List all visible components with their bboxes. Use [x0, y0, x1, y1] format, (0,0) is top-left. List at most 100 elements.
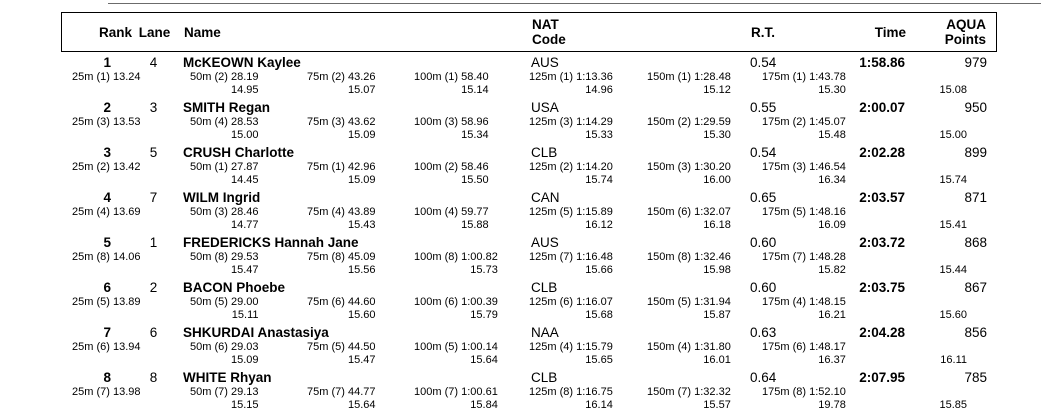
- split-time: 27.87: [230, 161, 259, 173]
- split-time: 1:48.15: [809, 296, 846, 308]
- split-100m: 100m (5) 1:00.14 15.64: [412, 341, 528, 367]
- split-segment: 15.87: [703, 309, 731, 321]
- reaction-time-cell: 0.65: [750, 190, 777, 205]
- split-125m: 125m (3) 1:14.29 15.33: [528, 116, 647, 142]
- swimmer-name: FREDERICKS Hannah Jane: [183, 235, 359, 250]
- split-place: (5): [96, 296, 110, 308]
- aqua-points-cell: 785: [964, 370, 987, 385]
- split-175m: 175m (8) 1:52.10 19.78: [762, 386, 880, 412]
- split-label: 25m: [72, 116, 94, 128]
- split-25m: 25m (7) 13.98: [61, 386, 178, 412]
- split-time: 13.24: [112, 71, 141, 83]
- split-segment: 15.00: [230, 129, 259, 141]
- split-time: 13.89: [112, 296, 141, 308]
- split-last-lap: 15.41: [880, 206, 997, 232]
- split-75m: 75m (2) 43.26 15.07: [295, 71, 412, 97]
- split-50m: 50m (1) 27.87 14.45: [178, 161, 295, 187]
- reaction-time-cell: 0.55: [750, 100, 777, 115]
- result-row: 1 4 McKEOWN Kaylee AUS 0.54 1:58.86 979 …: [61, 52, 997, 97]
- split-50m: 50m (2) 28.19 14.95: [178, 71, 295, 97]
- split-segment: 15.82: [818, 264, 846, 276]
- split-time: 1:52.10: [809, 386, 846, 398]
- split-time: 43.62: [347, 116, 376, 128]
- aqua-points-cell: 856: [964, 325, 987, 340]
- split-label: 25m: [72, 161, 94, 173]
- lane-cell: 7: [149, 190, 158, 205]
- split-time: 44.50: [347, 341, 376, 353]
- split-last-lap: 15.74: [880, 161, 997, 187]
- split-place: (1): [214, 161, 228, 173]
- split-place: (1): [444, 71, 459, 83]
- split-place: (8): [444, 251, 459, 263]
- split-segment: 15.64: [470, 354, 498, 366]
- split-segment: 15.14: [461, 84, 489, 96]
- split-place: (3): [214, 206, 228, 218]
- split-last-lap: 15.08: [880, 71, 997, 97]
- split-segment: 15.12: [703, 84, 731, 96]
- split-place: (7): [444, 386, 459, 398]
- split-100m: 100m (3) 58.96 15.34: [412, 116, 528, 142]
- swimmer-name: WHITE Rhyan: [183, 370, 272, 385]
- col-header-aqua-line2: Points: [944, 32, 986, 47]
- split-125m: 125m (2) 1:14.20 15.74: [528, 161, 647, 187]
- split-time: 1:14.20: [576, 161, 613, 173]
- split-segment: 15.64: [347, 399, 376, 411]
- split-label: 125m: [529, 341, 557, 353]
- split-time: 1:13.36: [576, 71, 613, 83]
- nat-code-cell: NAA: [531, 325, 559, 340]
- nat-code-cell: CLB: [531, 280, 558, 295]
- split-time: 58.46: [461, 161, 489, 173]
- split-place: (7): [331, 386, 345, 398]
- split-25m: 25m (5) 13.89: [61, 296, 178, 322]
- split-segment: 14.77: [230, 219, 259, 231]
- split-place: (3): [331, 116, 345, 128]
- lane-cell: 6: [149, 325, 158, 340]
- split-50m: 50m (5) 29.00 15.11: [178, 296, 295, 322]
- col-header-reaction-time: R.T.: [751, 24, 776, 40]
- split-time: 1:16.07: [576, 296, 613, 308]
- split-time: 28.46: [230, 206, 259, 218]
- split-175m: 175m (3) 1:46.54 16.34: [762, 161, 880, 187]
- split-time: 29.53: [230, 251, 259, 263]
- reaction-time-cell: 0.63: [750, 325, 777, 340]
- result-main-line: 6 2 BACON Phoebe CLB 0.60 2:03.75 867: [61, 280, 997, 296]
- final-time-cell: 2:03.72: [859, 235, 905, 250]
- split-label: 100m: [414, 296, 442, 308]
- split-75m: 75m (8) 45.09 15.56: [295, 251, 412, 277]
- split-last-lap: 15.85: [880, 386, 997, 412]
- split-place: (6): [331, 296, 345, 308]
- split-place: (2): [331, 71, 345, 83]
- split-100m: 100m (7) 1:00.61 15.84: [412, 386, 528, 412]
- split-time: 42.96: [347, 161, 376, 173]
- split-50m: 50m (7) 29.13 15.15: [178, 386, 295, 412]
- rank-cell: 1: [103, 55, 111, 70]
- split-75m: 75m (7) 44.77 15.64: [295, 386, 412, 412]
- split-place: (7): [96, 386, 110, 398]
- split-times-line: 25m (1) 13.24 50m (2) 28.19 14.95 75m (2)…: [61, 71, 997, 97]
- split-time: 1:31.94: [694, 296, 731, 308]
- split-segment: 15.09: [347, 174, 376, 186]
- split-segment: [72, 174, 141, 187]
- split-label: 50m: [190, 341, 212, 353]
- split-segment: 15.57: [703, 399, 731, 411]
- split-time: 59.77: [461, 206, 489, 218]
- split-time: 1:00.39: [461, 296, 498, 308]
- result-row: 7 6 SHKURDAI Anastasiya NAA 0.63 2:04.28…: [61, 322, 997, 367]
- split-label: 100m: [414, 341, 442, 353]
- split-segment: [72, 264, 141, 277]
- final-time-cell: 2:02.28: [859, 145, 905, 160]
- result-main-line: 5 1 FREDERICKS Hannah Jane AUS 0.60 2:03…: [61, 235, 997, 251]
- split-segment: [72, 129, 141, 142]
- split-place: (5): [444, 341, 459, 353]
- lane-cell: 1: [149, 235, 158, 250]
- split-segment: 15.65: [585, 354, 613, 366]
- split-time: 29.03: [230, 341, 259, 353]
- split-place: (8): [331, 251, 345, 263]
- last-lap-segment: 15.44: [939, 264, 967, 276]
- split-segment: 16.12: [585, 219, 613, 231]
- result-row: 4 7 WILM Ingrid CAN 0.65 2:03.57 871 25m…: [61, 187, 997, 232]
- split-label: 75m: [307, 341, 329, 353]
- split-time: 1:46.54: [809, 161, 846, 173]
- split-label: 75m: [307, 386, 329, 398]
- split-segment: 15.66: [585, 264, 613, 276]
